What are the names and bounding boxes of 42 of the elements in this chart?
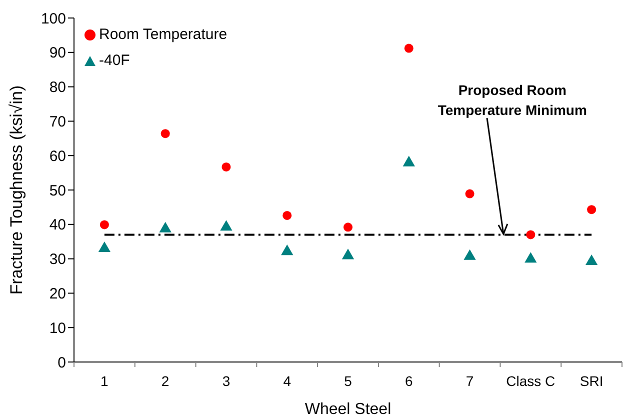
y-tick-label: 0 [58, 354, 66, 372]
point [342, 248, 354, 260]
point [587, 205, 596, 214]
x-tick-label: Class C [506, 373, 556, 389]
point [465, 189, 474, 198]
point [160, 129, 170, 138]
x-tick-label: 2 [161, 373, 170, 389]
point [404, 44, 414, 53]
x-tick-label: 1 [100, 373, 109, 389]
point [343, 222, 353, 232]
x-tick-label: SRI [580, 373, 604, 389]
y-tick-label: 90 [49, 44, 66, 62]
legend-label: Room Temperature [99, 25, 228, 45]
x-tick-label: 6 [404, 373, 413, 389]
point [585, 254, 598, 266]
point [464, 249, 476, 260]
point [282, 210, 292, 220]
y-tick-label: 20 [49, 286, 66, 303]
y-tick-label: 60 [49, 148, 66, 165]
point [220, 220, 232, 231]
y-tick-label: 40 [49, 216, 66, 234]
ref-line-label: Proposed Room Temperature Minimum [436, 80, 588, 120]
point [98, 241, 111, 252]
y-tick-label: 10 [49, 320, 66, 337]
legend-label: -40F [99, 51, 130, 71]
x-tick-label: 3 [222, 373, 230, 389]
point [222, 162, 231, 172]
point [100, 220, 109, 230]
x-tick-label: 4 [283, 373, 292, 389]
y-axis-title: Fracture Toughness (ksi√in) [7, 85, 26, 295]
x-axis-title: Wheel Steel [304, 401, 392, 418]
y-tick-label: 70 [49, 114, 66, 131]
point [526, 230, 536, 240]
y-tick-label: 100 [40, 10, 66, 28]
point [524, 252, 537, 263]
point [159, 222, 172, 232]
y-tick-label: 50 [49, 182, 66, 200]
point [281, 244, 294, 256]
y-tick-label: 80 [49, 79, 66, 96]
x-tick-label: 7 [466, 373, 474, 389]
y-tick-label: 30 [49, 251, 66, 268]
x-tick-label: 5 [344, 373, 352, 389]
